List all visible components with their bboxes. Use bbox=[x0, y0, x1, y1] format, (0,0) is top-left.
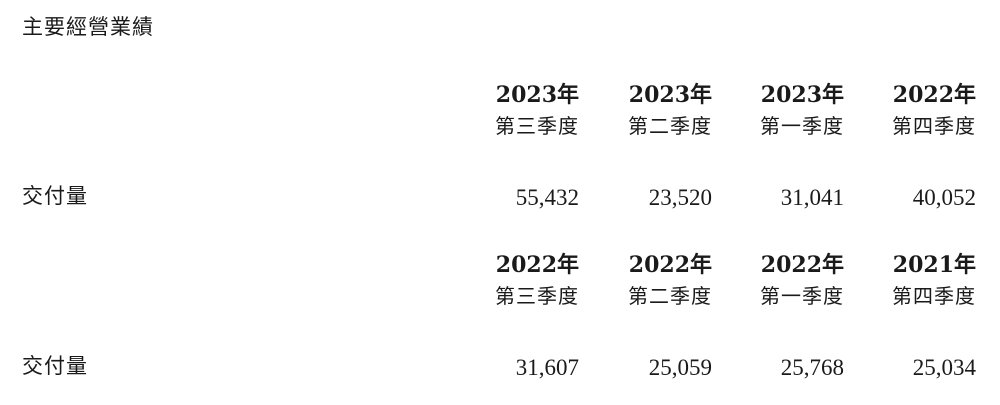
column-header: 2023年 第二季度 bbox=[572, 80, 712, 142]
column-quarter: 第一季度 bbox=[760, 114, 844, 138]
row-label-deliveries: 交付量 bbox=[22, 354, 88, 378]
column-year: 2022年 bbox=[628, 252, 712, 278]
table-cell-value: 40,052 bbox=[912, 185, 976, 210]
column-header: 2021年 第四季度 bbox=[836, 250, 976, 312]
column-year: 2022年 bbox=[760, 252, 844, 278]
column-header: 2022年 第二季度 bbox=[572, 250, 712, 312]
column-header: 2022年 第四季度 bbox=[836, 80, 976, 142]
column-header: 2023年 第三季度 bbox=[439, 80, 579, 142]
column-quarter: 第三季度 bbox=[495, 284, 579, 308]
column-quarter: 第三季度 bbox=[495, 114, 579, 138]
table-cell-value: 25,768 bbox=[780, 355, 844, 380]
column-year: 2022年 bbox=[495, 252, 579, 278]
column-header-row: 2023年 第三季度 2023年 第二季度 2023年 第一季度 2022年 第… bbox=[0, 80, 1000, 146]
table-cell-value: 25,059 bbox=[648, 355, 712, 380]
table-cell-value: 55,432 bbox=[515, 185, 579, 210]
column-header: 2023年 第一季度 bbox=[704, 80, 844, 142]
column-year: 2022年 bbox=[892, 82, 976, 108]
column-header: 2022年 第三季度 bbox=[439, 250, 579, 312]
page-title: 主要經營業績 bbox=[22, 15, 154, 39]
table-cell-value: 31,607 bbox=[515, 355, 579, 380]
column-quarter: 第二季度 bbox=[628, 284, 712, 308]
table-cell-value: 23,520 bbox=[648, 185, 712, 210]
column-year: 2023年 bbox=[495, 82, 579, 108]
table-cell-value: 31,041 bbox=[780, 185, 844, 210]
table-cell-value: 25,034 bbox=[912, 355, 976, 380]
column-quarter: 第四季度 bbox=[892, 114, 976, 138]
column-quarter: 第二季度 bbox=[628, 114, 712, 138]
column-year: 2023年 bbox=[760, 82, 844, 108]
column-header: 2022年 第一季度 bbox=[704, 250, 844, 312]
row-label-deliveries: 交付量 bbox=[22, 184, 88, 208]
column-header-row: 2022年 第三季度 2022年 第二季度 2022年 第一季度 2021年 第… bbox=[0, 250, 1000, 316]
column-quarter: 第四季度 bbox=[892, 284, 976, 308]
column-year: 2021年 bbox=[892, 252, 976, 278]
column-year: 2023年 bbox=[628, 82, 712, 108]
column-quarter: 第一季度 bbox=[760, 284, 844, 308]
